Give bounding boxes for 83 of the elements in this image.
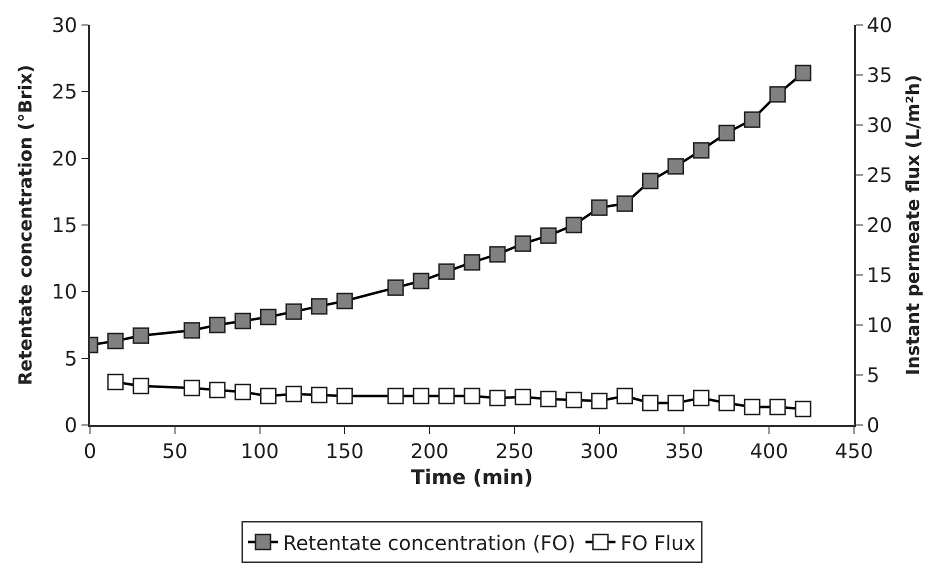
point xyxy=(285,303,302,320)
point xyxy=(107,332,124,350)
point xyxy=(566,216,582,234)
x-tick-label: 250 xyxy=(495,438,534,463)
y2-tick-label: 5 xyxy=(866,363,880,387)
point xyxy=(718,394,735,412)
y2-tick-label: 40 xyxy=(866,13,892,37)
point xyxy=(489,390,506,406)
point xyxy=(514,235,532,252)
point xyxy=(209,382,226,398)
point xyxy=(769,86,786,103)
y-tick-label: 10 xyxy=(52,280,78,304)
x-axis-title: Time (min) xyxy=(410,464,534,489)
point xyxy=(336,388,353,404)
point xyxy=(667,394,684,412)
point xyxy=(642,394,659,412)
point xyxy=(387,388,404,404)
point xyxy=(540,227,557,244)
legend-label: Retentate concentration (FO) xyxy=(283,530,576,555)
y2-tick-label: 10 xyxy=(866,313,892,337)
point xyxy=(285,386,302,402)
point xyxy=(667,158,684,175)
point xyxy=(310,386,328,404)
y2-tick-label: 20 xyxy=(866,213,892,237)
y-tick-label: 20 xyxy=(52,146,78,170)
point xyxy=(718,124,735,142)
y-tick-label: 0 xyxy=(64,413,78,437)
point xyxy=(107,374,124,390)
y-tick-label: 15 xyxy=(52,213,78,237)
point xyxy=(438,263,455,280)
x-tick-label: 350 xyxy=(665,438,704,463)
point xyxy=(234,384,252,400)
point xyxy=(132,378,150,394)
point xyxy=(489,246,506,263)
point xyxy=(591,392,608,410)
point xyxy=(234,312,252,330)
point xyxy=(209,316,226,334)
point xyxy=(336,292,353,310)
y-tick-label: 30 xyxy=(52,13,78,37)
y-tick-label: 5 xyxy=(64,346,78,370)
y2-tick-label: 35 xyxy=(866,63,892,87)
point xyxy=(540,390,557,408)
y2-tick-label: 0 xyxy=(866,413,880,437)
point xyxy=(591,199,608,216)
point xyxy=(132,327,150,344)
y-axis-title: Retentate concentration (°Brix) xyxy=(15,64,36,386)
point xyxy=(387,279,404,296)
y2-tick-label: 30 xyxy=(866,113,892,137)
point xyxy=(464,254,480,271)
point xyxy=(438,388,455,404)
point xyxy=(514,388,532,406)
point xyxy=(616,195,634,212)
point xyxy=(184,322,200,339)
point xyxy=(692,142,710,159)
point xyxy=(642,172,659,190)
x-tick-label: 100 xyxy=(240,438,279,463)
legend-label: FO Flux xyxy=(620,530,696,555)
point xyxy=(794,400,812,418)
x-tick-label: 0 xyxy=(84,438,96,463)
point xyxy=(260,388,277,404)
y2-tick-label: 25 xyxy=(866,163,892,187)
point xyxy=(260,308,277,326)
x-tick-label: 450 xyxy=(834,438,874,463)
x-tick-label: 50 xyxy=(162,438,188,463)
x-tick-label: 300 xyxy=(580,438,618,463)
point xyxy=(412,272,430,290)
x-tick-label: 200 xyxy=(410,438,449,463)
x-tick-label: 400 xyxy=(750,438,788,463)
point xyxy=(310,298,328,315)
point xyxy=(412,388,430,404)
y2-axis-title: Instant permeate flux (L/m²h) xyxy=(902,74,924,376)
point xyxy=(692,390,710,406)
point xyxy=(744,398,760,416)
y2-tick-label: 15 xyxy=(866,263,892,287)
x-tick-label: 150 xyxy=(326,438,364,463)
point xyxy=(464,388,480,404)
point xyxy=(794,64,812,82)
point xyxy=(184,380,200,396)
point xyxy=(769,398,786,416)
point xyxy=(616,388,634,404)
point xyxy=(744,111,760,128)
point xyxy=(566,392,582,408)
y-tick-label: 25 xyxy=(52,80,78,104)
